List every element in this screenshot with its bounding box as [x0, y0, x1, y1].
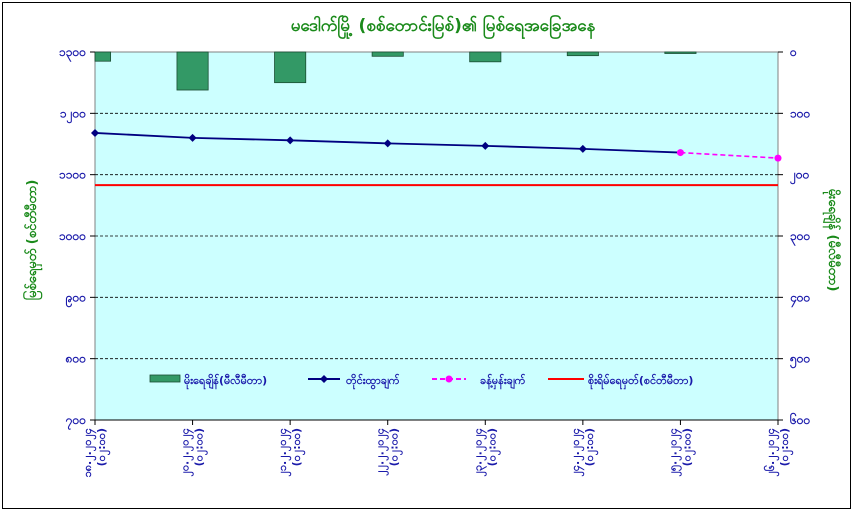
forecast-point [676, 149, 684, 157]
legend-observed-label: တိုင်းထွာချက် [346, 373, 400, 390]
legend-rainfall-swatch [149, 374, 181, 383]
x-axis-tick-label: ၂၄.၂.၂၀၂၄ (၀၂:၀၀) [569, 428, 599, 477]
observed-point [578, 144, 587, 153]
x-axis-tick-label: ၂၂.၂.၂၀၂၄ (၀၂:၀၀) [374, 428, 404, 476]
forecast-point [774, 154, 782, 162]
right-axis-tick-label: ၂၀၀ [789, 168, 810, 186]
rainfall-bar [664, 51, 697, 54]
x-axis-date-label: ၂၃.၂.၂၀၂၄ [471, 428, 487, 477]
legend-forecast-marker [445, 375, 453, 383]
x-axis-time-label: (၀၂:၀၀) [485, 428, 501, 466]
x-axis-date-label: ၂၆.၂.၂၀၂၄ [764, 428, 780, 477]
left-axis-tick-label: ၁၁၀၀ [59, 168, 86, 182]
x-axis-tick-label: ၂၃.၂.၂၀၂၄ (၀၂:၀၀) [471, 428, 501, 477]
x-axis: ၁၈.၂.၂၀၂၄ (၀၂:၀၀) ၂၀.၂.၂၀၂၄ (၀၂:၀၀) ၂၁.၂.၂၀၂… [81, 419, 794, 477]
x-axis-time-label: (၀၂:၀၀) [680, 428, 696, 466]
x-axis-time-label: (၀၂:၀၀) [193, 428, 209, 466]
observed-point [188, 133, 197, 142]
x-axis-time-label: (၀၂:၀၀) [583, 428, 599, 466]
legend-observed-marker [320, 375, 328, 383]
line-series [91, 128, 782, 187]
x-axis-date-label: ၂၂.၂.၂၀၂၄ [374, 428, 390, 476]
gridlines [95, 112, 778, 360]
rainfall-bar [94, 51, 112, 62]
x-axis-tick-label: ၂၀.၂.၂၀၂၄ (၀၂:၀၀) [179, 428, 209, 477]
right-axis-tick-label: ၀ [789, 45, 797, 59]
left-axis-tick-label: ၇၀၀ [65, 413, 87, 431]
rainfall-bar [371, 51, 404, 57]
x-axis-tick-label: ၁၈.၂.၂၀၂၄ (၀၂:၀၀) [81, 428, 111, 477]
left-axis-tick-label: ၁၃၀၀ [59, 45, 86, 63]
x-axis-time-label: (၀၂:၀၀) [95, 428, 111, 466]
observed-point [286, 136, 295, 145]
chart-title: မဒေါက်မြို့ (စစ်တောင်းမြစ်)၏ မြစ်ရေအခြေအ… [291, 13, 596, 40]
x-axis-time-label: (၀၂:၀၀) [388, 428, 404, 466]
right-axis-title: မိုးရေချိန် (မီလီမီတာ) [822, 189, 842, 292]
rainfall-bar [176, 51, 209, 91]
right-axis-tick-label: ၆၀၀ [789, 411, 811, 427]
rainfall-bars [94, 51, 697, 91]
rainfall-bar [566, 51, 599, 57]
rainfall-bar [469, 51, 502, 63]
left-axis: ၇၀၀ ၈၀၀ ၉၀၀ ၁၀၀၀ ၁၁၀၀ ၁၂၀၀ ၁၃၀၀ [59, 45, 95, 431]
x-axis-date-label: ၂၁.၂.၂၀၂၄ [276, 428, 292, 477]
legend-danger-label: စိုးရိမ်ရေမှတ်(စင်တီမီတာ) [588, 373, 693, 390]
right-axis-tick-label: ၃၀၀ [790, 229, 811, 247]
x-axis-date-label: ၂၀.၂.၂၀၂၄ [179, 428, 195, 477]
x-axis-date-label: ၂၄.၂.၂၀၂၄ [569, 428, 585, 477]
right-axis-tick-label: ၅၀၀ [789, 352, 811, 370]
x-axis-time-label: (၀၂:၀၀) [778, 428, 794, 466]
rainfall-bar [274, 51, 307, 84]
x-axis-tick-label: ၂၆.၂.၂၀၂၄ (၀၂:၀၀) [764, 428, 794, 477]
legend: မိုးရေချိန်(မီလီမီတာ) တိုင်းထွာချက် ခန့်… [149, 373, 693, 390]
forecast-line [680, 151, 779, 159]
left-axis-tick-label: ၉၀၀ [65, 290, 87, 308]
left-axis-tick-label: ၁၂၀၀ [60, 106, 86, 124]
x-axis-date-label: ၁၈.၂.၂၀၂၄ [81, 428, 97, 477]
left-axis-tick-label: ၁၀၀၀ [59, 229, 86, 243]
legend-forecast-label: ခန့်မှန်းချက် [480, 373, 526, 390]
x-axis-date-label: ၂၅.၂.၂၀၂၄ [666, 428, 682, 477]
observed-point [383, 139, 392, 148]
legend-rainfall-label: မိုးရေချိန်(မီလီမီတာ) [184, 373, 267, 390]
x-axis-time-label: (၀၂:၀၀) [290, 428, 306, 466]
observed-point [91, 128, 99, 137]
right-axis-tick-label: ၄၀၀ [789, 290, 811, 308]
right-axis-tick-label: ၁၀၀ [790, 106, 811, 120]
left-axis-title: မြစ်ရေမှတ် (စင်တီမီတာ) [22, 180, 43, 301]
x-axis-tick-label: ၂၅.၂.၂၀၂၄ (၀၂:၀၀) [666, 428, 696, 477]
observed-point [481, 141, 490, 150]
left-axis-tick-label: ၈၀၀ [65, 352, 87, 366]
x-axis-tick-label: ၂၁.၂.၂၀၂၄ (၀၂:၀၀) [276, 428, 306, 477]
